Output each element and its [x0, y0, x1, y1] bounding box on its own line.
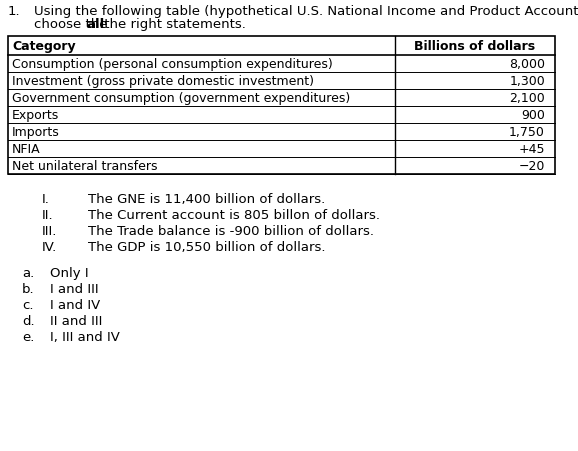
Text: 1.: 1. — [8, 5, 21, 18]
Text: 8,000: 8,000 — [509, 58, 545, 71]
Text: Net unilateral transfers: Net unilateral transfers — [12, 160, 157, 173]
Text: d.: d. — [22, 314, 35, 327]
Text: +45: +45 — [518, 143, 545, 156]
Text: 900: 900 — [521, 109, 545, 122]
Text: Exports: Exports — [12, 109, 60, 122]
Text: choose the: choose the — [34, 18, 112, 31]
Text: II.: II. — [42, 208, 54, 221]
Text: Imports: Imports — [12, 126, 60, 139]
Text: 1,750: 1,750 — [509, 126, 545, 139]
Text: II and III: II and III — [50, 314, 102, 327]
Text: c.: c. — [22, 299, 34, 311]
Text: Only I: Only I — [50, 267, 88, 279]
Text: all: all — [86, 18, 104, 31]
Text: 1,300: 1,300 — [509, 75, 545, 88]
Text: I.: I. — [42, 193, 50, 206]
Text: The Trade balance is -900 billion of dollars.: The Trade balance is -900 billion of dol… — [88, 225, 374, 238]
Text: I and IV: I and IV — [50, 299, 100, 311]
Bar — [8, 37, 555, 175]
Text: The Current account is 805 billon of dollars.: The Current account is 805 billon of dol… — [88, 208, 380, 221]
Text: I, III and IV: I, III and IV — [50, 330, 120, 343]
Text: IV.: IV. — [42, 240, 57, 253]
Text: I and III: I and III — [50, 282, 99, 295]
Text: Investment (gross private domestic investment): Investment (gross private domestic inves… — [12, 75, 314, 88]
Text: Government consumption (government expenditures): Government consumption (government expen… — [12, 92, 350, 105]
Text: The GDP is 10,550 billion of dollars.: The GDP is 10,550 billion of dollars. — [88, 240, 325, 253]
Text: III.: III. — [42, 225, 57, 238]
Text: Using the following table (hypothetical U.S. National Income and Product Account: Using the following table (hypothetical … — [34, 5, 578, 18]
Text: NFIA: NFIA — [12, 143, 40, 156]
Text: Category: Category — [12, 40, 76, 53]
Text: the right statements.: the right statements. — [100, 18, 246, 31]
Text: The GNE is 11,400 billion of dollars.: The GNE is 11,400 billion of dollars. — [88, 193, 325, 206]
Text: b.: b. — [22, 282, 35, 295]
Text: −20: −20 — [518, 160, 545, 173]
Text: e.: e. — [22, 330, 34, 343]
Text: a.: a. — [22, 267, 34, 279]
Text: 2,100: 2,100 — [509, 92, 545, 105]
Text: Billions of dollars: Billions of dollars — [414, 40, 536, 53]
Text: Consumption (personal consumption expenditures): Consumption (personal consumption expend… — [12, 58, 333, 71]
